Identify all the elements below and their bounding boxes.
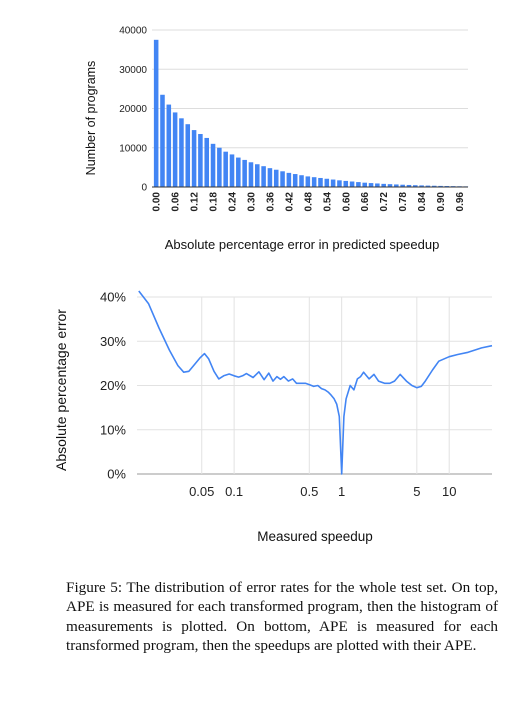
line-chart-gridlines: [137, 296, 492, 475]
histogram-bar: [349, 181, 355, 187]
histogram-bar: [337, 180, 342, 187]
line-chart-x-axis-label: Measured speedup: [257, 529, 373, 544]
histogram-bar: [413, 185, 418, 187]
histogram-x-tick-label: 0.12: [190, 192, 201, 212]
line-chart-y-axis-label: Absolute percentage error: [53, 309, 69, 471]
histogram-bar: [179, 118, 184, 187]
histogram-bar: [305, 176, 311, 187]
histogram-x-tick-label: 0.36: [265, 192, 276, 212]
histogram-bar: [273, 169, 279, 187]
line-chart-y-tick-label: 40%: [100, 290, 126, 305]
histogram-bar: [185, 124, 191, 187]
line-chart-y-tick-label: 10%: [100, 422, 126, 437]
histogram-x-tick-label: 0.66: [360, 192, 371, 212]
histogram-bar: [311, 177, 317, 187]
line-chart-y-tick-labels: 0% 10% 20% 30% 40%: [100, 290, 126, 482]
histogram-bar: [255, 164, 260, 187]
histogram-x-tick-labels: 0.00 0.06 0.12 0.18 0.24 0.30 0.36 0.42 0.48 0.54…: [152, 192, 466, 212]
histogram-x-tick-label: 0.72: [379, 192, 390, 212]
line-chart-x-tick-label: 0.1: [225, 484, 243, 499]
histogram-bar: [292, 174, 298, 187]
histogram-y-tick-label: 0: [141, 183, 147, 194]
line-chart-x-tick-label: 0.5: [300, 484, 318, 499]
histogram-bar: [431, 185, 437, 187]
line-chart-y-tick-label: 0%: [107, 467, 126, 482]
histogram-x-tick-label: 0.18: [209, 192, 220, 212]
line-chart-y-tick-label: 30%: [100, 334, 126, 349]
histogram-bar: [204, 137, 209, 187]
histogram-gridlines: [152, 29, 468, 149]
line-chart-y-tick-label: 20%: [100, 378, 126, 393]
histogram-x-tick-label: 0.30: [246, 192, 257, 212]
histogram-x-tick-label: 0.96: [455, 192, 466, 212]
histogram-y-tick-label: 20000: [119, 104, 147, 115]
figure-caption: Figure 5: The distribution of error rate…: [66, 579, 498, 655]
histogram-x-axis-label: Absolute percentage error in predicted s…: [165, 237, 440, 252]
histogram-x-tick-label: 0.48: [303, 192, 314, 212]
histogram-x-tick-label: 0.06: [171, 192, 182, 212]
histogram-bar: [406, 184, 412, 187]
histogram-y-tick-labels: 0 10000 20000 30000 40000: [119, 26, 147, 194]
histogram-bar: [229, 154, 235, 187]
histogram-y-axis-label: Number of programs: [84, 61, 98, 176]
line-chart-x-tick-label: 10: [442, 484, 456, 499]
histogram-bar: [381, 183, 386, 187]
line-chart-x-tick-label: 5: [413, 484, 420, 499]
histogram-bar: [362, 182, 367, 187]
line-chart-x-tick-labels: 0.05 0.1 0.5 1 5 10: [189, 484, 456, 499]
histogram-bars: [153, 39, 469, 187]
histogram-bar: [160, 94, 165, 187]
histogram-bar: [419, 185, 424, 187]
histogram-bar: [356, 182, 361, 187]
histogram-bar: [198, 134, 203, 187]
histogram-bar: [318, 177, 323, 187]
histogram-y-tick-label: 10000: [119, 143, 147, 154]
histogram-bar: [343, 180, 349, 187]
histogram-x-tick-label: 0.90: [436, 192, 447, 212]
histogram-bar: [330, 179, 336, 187]
histogram-x-tick-label: 0.00: [152, 192, 163, 212]
line-chart-x-tick-label: 0.05: [189, 484, 214, 499]
histogram-x-tick-label: 0.54: [322, 192, 333, 212]
histogram-bar: [267, 168, 273, 187]
histogram-bar: [324, 178, 330, 187]
histogram-y-tick-label: 40000: [119, 26, 147, 37]
histogram-bar: [368, 183, 374, 187]
histogram-bar: [438, 185, 443, 187]
histogram-bar: [191, 130, 197, 187]
histogram-bar: [242, 159, 247, 187]
histogram-x-tick-label: 0.84: [417, 192, 428, 212]
histogram-y-tick-label: 30000: [119, 65, 147, 76]
histogram-bar: [400, 184, 405, 187]
histogram-bar: [217, 147, 222, 187]
histogram-bar: [223, 151, 228, 187]
histogram-bar: [236, 157, 241, 187]
histogram-bar: [248, 162, 254, 187]
histogram-x-tick-label: 0.42: [284, 192, 295, 212]
histogram-bar: [172, 112, 178, 187]
histogram-x-tick-label: 0.60: [341, 192, 352, 212]
histogram-bar: [387, 184, 393, 187]
line-chart: 0% 10% 20% 30% 40% 0.05 0.1 0.5 1 5 10 Absolute p…: [53, 290, 493, 544]
histogram-bar: [286, 172, 292, 187]
histogram-bar: [425, 185, 431, 187]
histogram-bar: [280, 171, 285, 187]
histogram-bar: [166, 104, 172, 187]
line-chart-x-tick-label: 1: [338, 484, 345, 499]
histogram-bar: [375, 183, 380, 187]
histogram-bar: [394, 184, 399, 187]
histogram-bar: [210, 143, 216, 187]
histogram-x-tick-label: 0.24: [228, 192, 239, 212]
histogram-x-tick-label: 0.78: [398, 192, 409, 212]
line-series: [138, 290, 493, 475]
histogram-bar: [153, 39, 159, 187]
histogram-bar: [299, 175, 304, 187]
histogram-bar: [261, 166, 266, 187]
